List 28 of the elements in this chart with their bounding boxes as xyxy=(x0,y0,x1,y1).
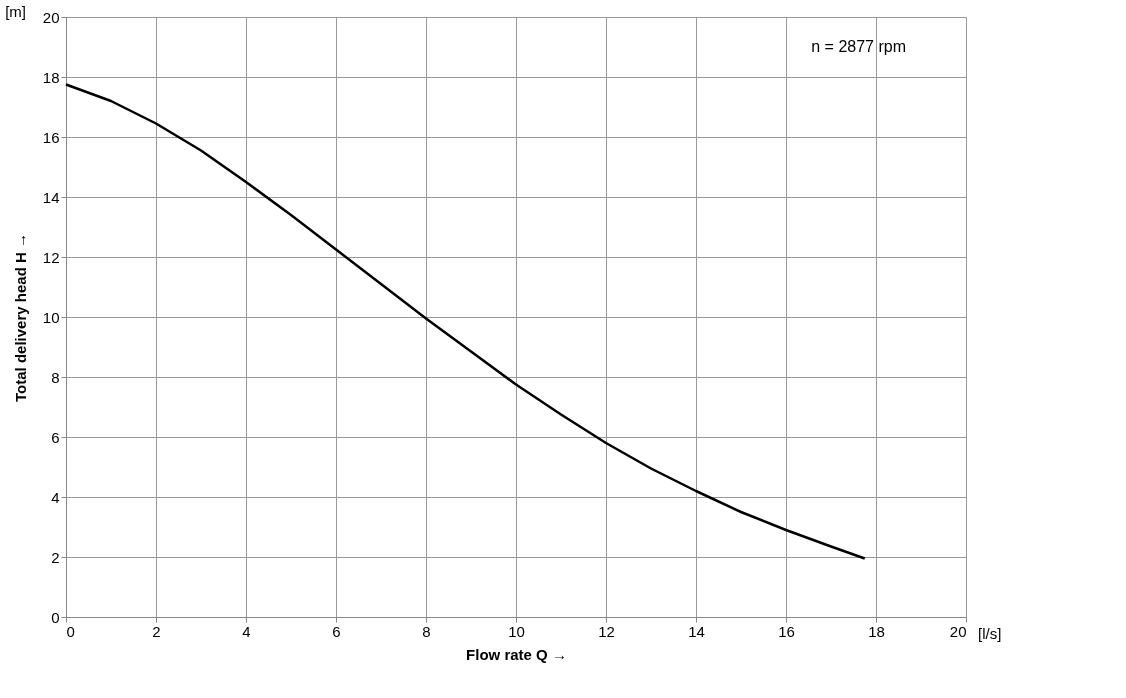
y-tick-label: 18 xyxy=(42,68,60,86)
x-axis-title: Flow rate Q → xyxy=(466,645,567,663)
text: [l/s] xyxy=(978,625,1002,642)
y-tick-label: 20 xyxy=(42,8,60,26)
x-tick-label: 12 xyxy=(598,622,615,640)
y-tick-label: 16 xyxy=(42,128,60,146)
y-tick-label: 8 xyxy=(51,368,60,386)
x-tick-label: 0 xyxy=(66,622,75,640)
x-tick-label: 20 xyxy=(949,622,967,640)
y-tick-label: 14 xyxy=(42,188,60,206)
x-tick-label: 2 xyxy=(152,622,161,640)
x-tick-label: 6 xyxy=(332,622,341,640)
y-tick-label: 6 xyxy=(51,428,60,446)
y-tick-label: 4 xyxy=(51,488,60,506)
y-tick-label: 12 xyxy=(42,248,60,266)
y-tick-label: 10 xyxy=(42,308,60,326)
line-series xyxy=(64,83,866,560)
x-tick-label: 8 xyxy=(422,622,431,640)
annotation: n = 2877 rpm xyxy=(811,38,906,55)
y-axis-title: Total delivery head H → xyxy=(11,233,29,402)
y-tick-label: 2 xyxy=(51,548,60,566)
x-tick-label: 18 xyxy=(868,622,885,640)
x-tick-label: 14 xyxy=(688,622,705,640)
x-tick-label: 10 xyxy=(508,622,525,640)
x-tick-label: 16 xyxy=(778,622,795,640)
text: [m] xyxy=(5,3,26,20)
y-tick-label: 0 xyxy=(51,608,60,626)
x-tick-label: 4 xyxy=(242,622,251,640)
